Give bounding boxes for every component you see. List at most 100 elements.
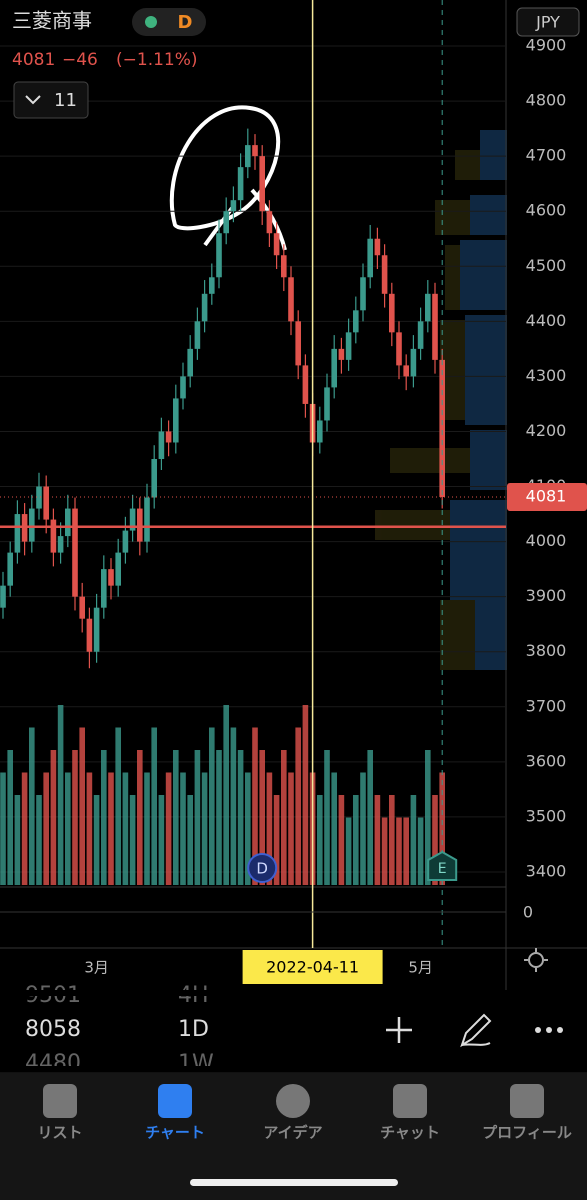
y-tick-label: 3400 [526, 862, 567, 881]
candle-body [360, 277, 366, 311]
draw-icon[interactable] [460, 1013, 492, 1048]
volume-bar [129, 795, 136, 885]
cursor-date-bg [242, 950, 383, 984]
candle-body [129, 508, 136, 531]
last-price-label: 4081 [526, 486, 567, 505]
badge: D [178, 12, 193, 33]
indicators-toggle[interactable] [13, 81, 89, 119]
candle-body [151, 459, 157, 498]
y-tick-label: 4900 [526, 36, 567, 55]
candle-body [50, 519, 57, 553]
candle-body [389, 293, 395, 333]
x-tick-label: 5月 [408, 959, 433, 977]
y-tick-label: 4400 [526, 311, 567, 330]
y-tick-label: 4000 [526, 531, 567, 550]
y-tick-label: 3800 [526, 641, 567, 660]
volume-bar [194, 750, 201, 885]
candle-body [417, 321, 424, 349]
currency: JPY [535, 13, 560, 32]
volume-bar [151, 727, 157, 885]
volume-bar [259, 750, 265, 885]
tab-icon[interactable] [510, 1084, 544, 1118]
candle-body [266, 211, 273, 234]
candle-body [36, 486, 42, 509]
volume-profile [375, 130, 507, 670]
add-icon[interactable] [386, 1017, 412, 1043]
candle-body [331, 348, 337, 388]
more-icon[interactable] [535, 1027, 563, 1033]
volume-bar [29, 727, 35, 885]
volume-bar [36, 795, 42, 885]
tab-icon[interactable] [276, 1084, 310, 1118]
candle-body [273, 233, 280, 256]
candle-body [302, 365, 309, 404]
volume-bar [353, 795, 359, 885]
settings-icon[interactable] [524, 948, 548, 972]
volume-bar [273, 795, 280, 885]
volume-bar [201, 772, 208, 885]
candle-body [216, 233, 222, 278]
volume-bar [295, 727, 301, 885]
candle-body [29, 508, 35, 542]
candle-body [180, 376, 186, 399]
interval-picker[interactable]: 95014H80581D44801W [0, 983, 587, 1076]
volume-bar [439, 772, 445, 885]
volume-bar [165, 772, 172, 885]
picker-mask [0, 1066, 587, 1072]
picker-bg [0, 990, 587, 1072]
tab-icon[interactable] [393, 1084, 427, 1118]
candle-body [432, 293, 438, 360]
currency-button[interactable] [516, 7, 580, 37]
volume-bar [50, 750, 57, 885]
volume-bar [396, 817, 402, 885]
change-pct: (−1.11%) [116, 50, 198, 70]
tab-icon[interactable] [43, 1084, 77, 1118]
volume-bar [209, 727, 215, 885]
candle-body [317, 420, 323, 443]
y-tick-label: 3500 [526, 806, 567, 825]
volume-bar [65, 772, 71, 885]
candle-body [115, 552, 121, 586]
candle-body [7, 552, 13, 586]
tab-icon[interactable] [158, 1084, 192, 1118]
candle-body [288, 277, 294, 322]
candle-body [209, 277, 215, 294]
candle-body [259, 156, 265, 212]
candle-body [65, 508, 71, 537]
y-tick-label: 3700 [526, 696, 567, 715]
volume-bar [115, 727, 121, 885]
candle-body [165, 431, 172, 443]
volume-bar [21, 772, 28, 885]
candle-body [381, 255, 388, 294]
candle-body [194, 321, 201, 349]
candle-body [345, 332, 352, 360]
volume-bar [425, 750, 431, 885]
picker-interval: 1W [178, 1051, 214, 1076]
tab-label: プロフィール [482, 1124, 572, 1142]
chevron [25, 95, 41, 105]
candle-body [86, 618, 93, 652]
picker-interval: 1D [178, 1017, 209, 1042]
volume-bar [403, 817, 409, 885]
y-tick-label: 4200 [526, 421, 567, 440]
volume-bar [223, 705, 229, 885]
chart-layer: 3400350036003700380039004000410042004300… [0, 0, 587, 984]
volume-bar [237, 750, 244, 885]
dividend-marker-bg[interactable] [247, 853, 278, 883]
symbol-name: 三菱商事 [12, 9, 92, 33]
volume-bar [101, 750, 107, 885]
volume-bar [345, 817, 352, 885]
volume-bar [79, 727, 85, 885]
tabs: リスト チャート アイデア チャット プロフィール [37, 1084, 572, 1142]
volume-bar [216, 750, 222, 885]
candle-body [201, 293, 208, 322]
volume-bar [122, 772, 129, 885]
candle-body [281, 255, 287, 278]
candle-body [367, 238, 373, 278]
volume-bar [266, 772, 273, 885]
volume-bar [410, 795, 417, 885]
y-tick-label: 4700 [526, 146, 567, 165]
volume-bar [0, 772, 6, 885]
earnings-marker-bg[interactable] [427, 850, 458, 881]
